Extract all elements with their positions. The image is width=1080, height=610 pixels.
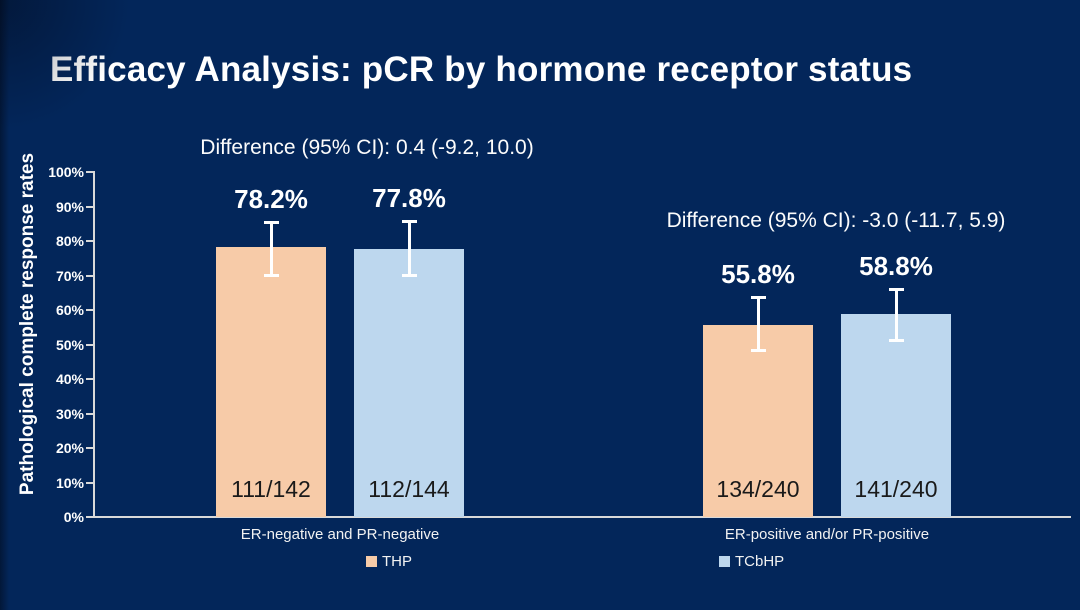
count-label-thp-group2: 134/240	[716, 476, 800, 502]
y-tick-label: 40%	[55, 371, 84, 387]
x-axis-line	[93, 516, 1071, 518]
y-tick	[86, 343, 93, 346]
y-tick-label: 50%	[55, 336, 84, 353]
count-label-tcbhp-group2: 141/240	[854, 476, 938, 502]
y-tick	[86, 240, 93, 242]
error-bar-cap-bottom-tcbhp-group2	[888, 339, 904, 342]
y-axis-line	[93, 171, 95, 518]
value-label-thp-group2: 55.8%	[721, 258, 795, 289]
bar-tcbhp-group1	[354, 248, 464, 517]
y-tick	[86, 516, 93, 518]
bar-tcbhp-group2	[841, 314, 951, 517]
legend-label-tcbhp: TCbHP	[735, 553, 785, 570]
error-bar-cap-top-tcbhp-group2	[888, 288, 904, 291]
legend-swatch-tcbhp	[719, 556, 730, 567]
legend-swatch-thp	[366, 556, 377, 567]
error-bar-cap-top-thp-group2	[750, 295, 766, 299]
legend-label-thp: THP	[382, 553, 412, 570]
y-tick	[86, 378, 93, 380]
error-bar-line-thp-group2	[756, 296, 760, 352]
error-bar-cap-bottom-thp-group2	[750, 349, 766, 353]
value-label-tcbhp-group2: 58.8%	[859, 251, 933, 281]
count-label-thp-group1: 111/142	[231, 476, 311, 502]
bar-thp-group1	[216, 247, 326, 517]
x-category-label-er-positive: ER-positive and/or PR-positive	[724, 526, 930, 543]
y-tick	[86, 481, 93, 484]
y-tick	[86, 412, 93, 415]
y-tick-label: 90%	[55, 198, 84, 215]
error-bar-line-tcbhp-group1	[407, 221, 411, 276]
y-tick-label: 100%	[48, 164, 84, 180]
value-label-tcbhp-group1: 77.8%	[372, 183, 446, 213]
difference-annotation-group2: Difference (95% CI): -3.0 (-11.7, 5.9)	[666, 209, 1006, 232]
y-tick-label: 30%	[55, 405, 84, 422]
error-bar-line-thp-group1	[269, 222, 273, 276]
y-tick	[86, 205, 93, 208]
error-bar-cap-top-tcbhp-group1	[401, 220, 417, 223]
count-label-tcbhp-group1: 112/144	[368, 476, 450, 502]
y-tick-label: 20%	[55, 440, 84, 456]
y-tick	[86, 447, 93, 449]
y-tick	[86, 309, 93, 311]
y-tick-label: 0%	[63, 509, 84, 525]
error-bar-cap-top-thp-group1	[263, 221, 279, 224]
legend-item-tcbhp: TCbHP	[719, 553, 784, 570]
slide-title: Efficacy Analysis: pCR by hormone recept…	[50, 50, 913, 89]
y-tick	[86, 171, 93, 173]
difference-annotation-group1: Difference (95% CI): 0.4 (-9.2, 10.0)	[200, 136, 534, 159]
value-label-thp-group1: 78.2%	[234, 184, 308, 214]
y-tick-label: 10%	[55, 474, 84, 491]
error-bar-line-tcbhp-group2	[894, 289, 898, 342]
y-tick-label: 60%	[55, 302, 84, 318]
x-category-label-er-negative: ER-negative and PR-negative	[240, 526, 440, 543]
y-tick-label: 80%	[55, 233, 84, 249]
error-bar-cap-bottom-thp-group1	[263, 273, 279, 277]
bar-thp-group2	[703, 324, 813, 517]
error-bar-cap-bottom-tcbhp-group1	[401, 273, 417, 277]
y-tick-label: 70%	[55, 267, 84, 284]
legend-item-thp: THP	[366, 553, 412, 570]
y-tick	[86, 274, 93, 277]
